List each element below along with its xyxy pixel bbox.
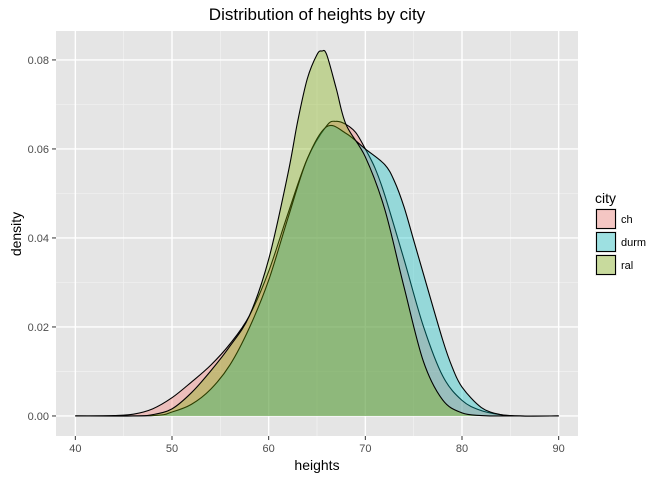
legend-item-durm: durm	[595, 231, 646, 253]
minor-gridlines	[56, 31, 578, 436]
y-tick-label: 0.02	[28, 322, 49, 334]
x-tick-label: 60	[263, 443, 275, 455]
legend-label-ch: ch	[621, 214, 633, 226]
x-tick-label: 80	[456, 443, 468, 455]
y-tick-label: 0.04	[28, 233, 49, 245]
density-line-ral	[75, 49, 559, 417]
x-tick-label: 70	[359, 443, 371, 455]
y-tick-label: 0.08	[28, 55, 49, 67]
legend-key-background	[595, 254, 617, 276]
chart-title: Distribution of heights by city	[209, 5, 426, 24]
legend-item-ral: ral	[595, 254, 633, 276]
density-line-durm	[75, 124, 559, 417]
density-line-ch	[75, 120, 559, 417]
x-tick-label: 40	[69, 443, 81, 455]
density-areas	[75, 49, 559, 417]
legend-swatch-ral	[595, 254, 617, 276]
legend-swatch-durm	[595, 231, 617, 253]
y-axis-title: density	[8, 212, 24, 256]
plot-area	[56, 31, 578, 436]
legend-label-durm: durm	[621, 237, 646, 249]
x-axis-title: heights	[294, 457, 339, 473]
y-axis-ticks: 0.00 0.02 0.04 0.06 0.08	[28, 55, 56, 423]
legend-key-background	[595, 231, 617, 253]
x-axis-ticks: 40 50 60 70 80 90	[69, 436, 565, 455]
legend-label-ral: ral	[621, 260, 633, 272]
legend-item-ch: ch	[595, 208, 633, 230]
legend-items: ch durm ral	[595, 208, 646, 276]
density-area-ch	[75, 121, 559, 417]
x-tick-label: 50	[166, 443, 178, 455]
legend-key-background	[595, 208, 617, 230]
legend-swatch-ch	[595, 208, 617, 230]
y-tick-label: 0.06	[28, 144, 49, 156]
density-area-ral	[75, 50, 559, 417]
legend-title: city	[595, 190, 616, 206]
y-tick-label: 0.00	[28, 411, 49, 423]
x-tick-label: 90	[553, 443, 565, 455]
legend: city ch durm ral	[595, 190, 646, 276]
density-area-durm	[75, 125, 559, 417]
